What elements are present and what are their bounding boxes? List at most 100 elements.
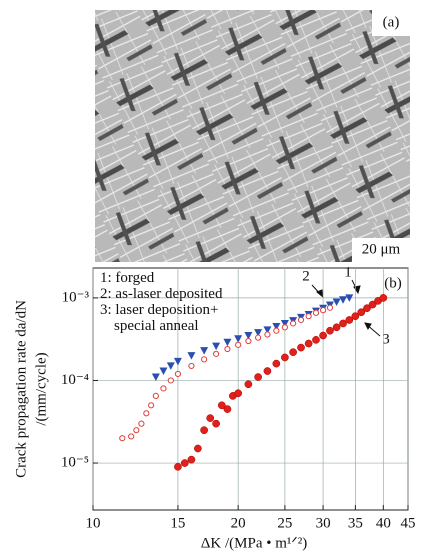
point xyxy=(272,323,281,331)
point xyxy=(297,316,305,324)
point xyxy=(133,427,140,434)
x-tick-label: 40 xyxy=(376,515,391,531)
point xyxy=(312,336,320,344)
legend: 1: forged 2: as-laser deposited 3: laser… xyxy=(100,270,260,334)
point xyxy=(223,405,232,413)
y-tick-label: 10⁻⁴ xyxy=(61,372,89,388)
point xyxy=(223,338,232,347)
point xyxy=(174,370,182,378)
x-tick-label: 30 xyxy=(316,515,331,531)
point xyxy=(357,308,366,317)
legend-entry: 1: forged xyxy=(100,270,155,286)
point xyxy=(326,326,334,335)
point xyxy=(244,380,253,389)
y-axis-title: /(mm/cycle) xyxy=(33,352,49,425)
point xyxy=(289,348,297,357)
point xyxy=(280,319,289,328)
panel-label: (a) xyxy=(383,14,400,30)
point xyxy=(201,356,208,363)
scale-bar-label: 20 μm xyxy=(362,241,401,257)
scale-box xyxy=(352,238,410,262)
point xyxy=(345,294,354,302)
point xyxy=(255,334,262,341)
point xyxy=(213,350,220,357)
point xyxy=(148,402,155,409)
point xyxy=(351,312,360,321)
legend-entry: 3: laser deposition+ special anneal xyxy=(100,302,219,334)
point xyxy=(235,341,242,348)
point xyxy=(167,377,174,384)
x-tick-label: 15 xyxy=(170,515,185,531)
point xyxy=(194,444,202,453)
point xyxy=(254,329,263,337)
point xyxy=(173,357,182,366)
annotation: 1 xyxy=(344,264,352,280)
point xyxy=(312,309,320,316)
point xyxy=(143,410,150,417)
point xyxy=(160,385,167,392)
point xyxy=(273,327,280,334)
point xyxy=(200,426,208,435)
point xyxy=(245,337,252,345)
point xyxy=(234,335,243,343)
x-tick-label: 10 xyxy=(86,515,101,531)
x-tick-label: 25 xyxy=(277,515,292,531)
annotation: 2 xyxy=(302,268,310,284)
point xyxy=(212,419,220,428)
point xyxy=(187,352,196,360)
point xyxy=(128,433,135,440)
legend-entry: 2: as-laser deposited xyxy=(100,286,223,302)
point xyxy=(166,362,175,370)
y-tick-label: 10⁻³ xyxy=(62,289,90,305)
panel-label: (b) xyxy=(384,275,402,291)
point xyxy=(332,323,341,332)
point xyxy=(272,359,281,368)
x-tick-label: 20 xyxy=(231,515,246,531)
annotation: 3 xyxy=(382,331,390,347)
micrograph xyxy=(95,10,410,262)
point xyxy=(187,455,196,464)
point xyxy=(138,420,145,427)
y-tick-label: 10⁻⁵ xyxy=(61,454,89,470)
point xyxy=(151,373,160,382)
point xyxy=(159,367,168,376)
point xyxy=(174,462,182,471)
point xyxy=(152,392,159,400)
point xyxy=(263,326,272,334)
point xyxy=(339,296,348,304)
point xyxy=(180,459,189,467)
point xyxy=(290,320,297,327)
x-axis-title: ΔK /(MPa • m¹ᐟ²) xyxy=(201,535,308,551)
y-axis-title: Crack propagation rate da/dN xyxy=(13,300,29,478)
point xyxy=(319,307,327,314)
point xyxy=(212,342,221,351)
point xyxy=(326,304,334,311)
point xyxy=(339,319,347,328)
label-box xyxy=(372,10,410,36)
point xyxy=(188,362,195,370)
point xyxy=(345,316,354,324)
point xyxy=(305,313,312,320)
point xyxy=(217,401,226,410)
point xyxy=(206,414,215,422)
point xyxy=(244,332,253,340)
point xyxy=(263,367,272,375)
point xyxy=(297,343,305,352)
point xyxy=(304,339,313,348)
point xyxy=(254,373,262,381)
point xyxy=(332,298,341,307)
point xyxy=(200,347,209,355)
point xyxy=(119,435,126,442)
point xyxy=(319,331,327,340)
point xyxy=(281,324,288,331)
point xyxy=(224,345,231,353)
point xyxy=(379,294,388,302)
point xyxy=(234,389,243,398)
x-tick-label: 35 xyxy=(348,515,363,531)
point xyxy=(363,304,371,313)
point xyxy=(264,331,271,338)
x-tick-label: 45 xyxy=(401,515,416,531)
point xyxy=(368,300,377,309)
